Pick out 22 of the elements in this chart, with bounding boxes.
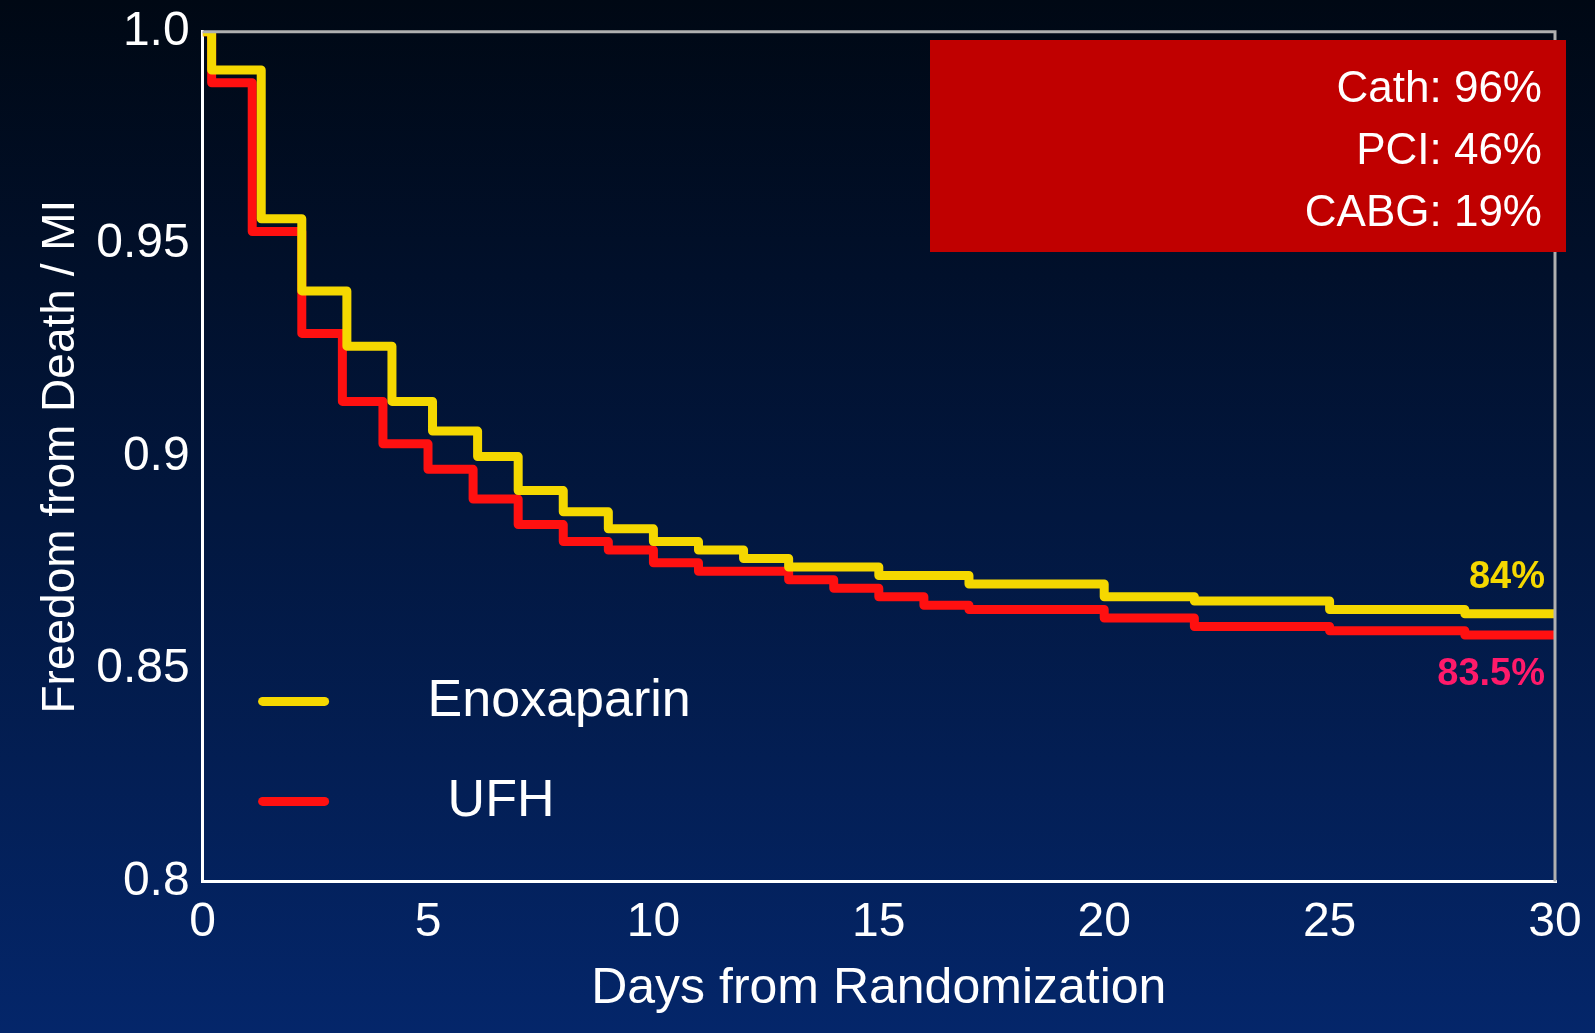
y-axis-title: Freedom from Death / MI: [32, 199, 85, 714]
y-tick-label: 0.8: [122, 851, 190, 905]
y-tick-label: 0.95: [96, 214, 190, 268]
y-tick-label: 0.85: [96, 639, 190, 693]
y-tick-label: 1.0: [122, 2, 190, 56]
annotation: CABG: 19%: [1303, 185, 1542, 237]
x-tick-label: 0: [189, 893, 216, 947]
x-tick-label: 10: [626, 893, 681, 947]
annotation: Cath: 96%: [1335, 61, 1542, 113]
x-tick-label: 25: [1302, 893, 1357, 947]
annotation: 84%: [1468, 553, 1545, 596]
legend-label: Enoxaparin: [427, 668, 691, 727]
x-axis-title: Days from Randomization: [591, 957, 1167, 1014]
x-tick-label: 15: [852, 893, 906, 947]
note-box: Cath: 96% PCI: 46% CABG: 19%: [930, 40, 1566, 252]
x-tick-label: 20: [1077, 893, 1131, 947]
annotation: PCI: 46%: [1355, 123, 1542, 175]
annotation: 83.5%: [1437, 650, 1545, 693]
x-tick-label: 5: [414, 893, 442, 947]
y-tick-label: 0.9: [122, 426, 190, 480]
x-tick-label: 30: [1528, 893, 1582, 947]
legend-label: UFH: [447, 768, 555, 827]
